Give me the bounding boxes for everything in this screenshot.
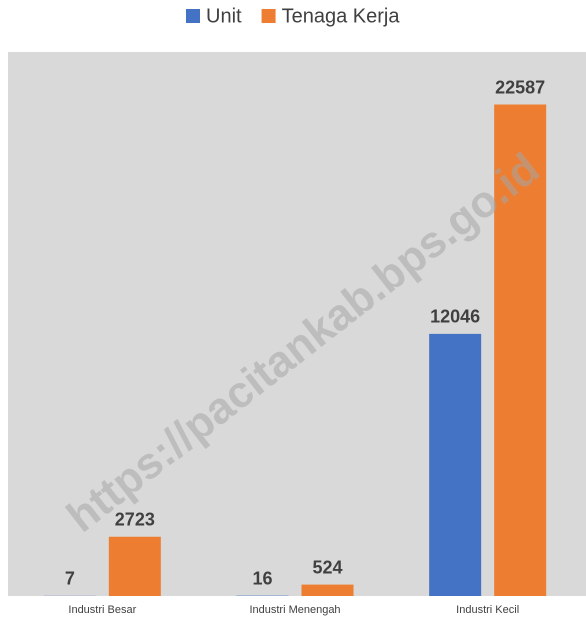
value-label: 22587 xyxy=(495,77,545,97)
x-tick-label: Industri Kecil xyxy=(456,604,519,616)
x-tick-label: Industri Menengah xyxy=(249,604,340,616)
bar xyxy=(109,537,161,596)
bar xyxy=(429,334,481,596)
legend-swatch xyxy=(186,9,200,23)
value-label: 16 xyxy=(252,568,272,588)
bar xyxy=(302,585,354,596)
legend-swatch xyxy=(262,9,276,23)
legend-label: Unit xyxy=(206,5,242,27)
value-label: 7 xyxy=(65,569,75,589)
value-label: 12046 xyxy=(430,307,480,327)
legend-label: Tenaga Kerja xyxy=(282,5,401,27)
value-label: 524 xyxy=(312,557,342,577)
x-tick-label: Industri Besar xyxy=(68,604,136,616)
